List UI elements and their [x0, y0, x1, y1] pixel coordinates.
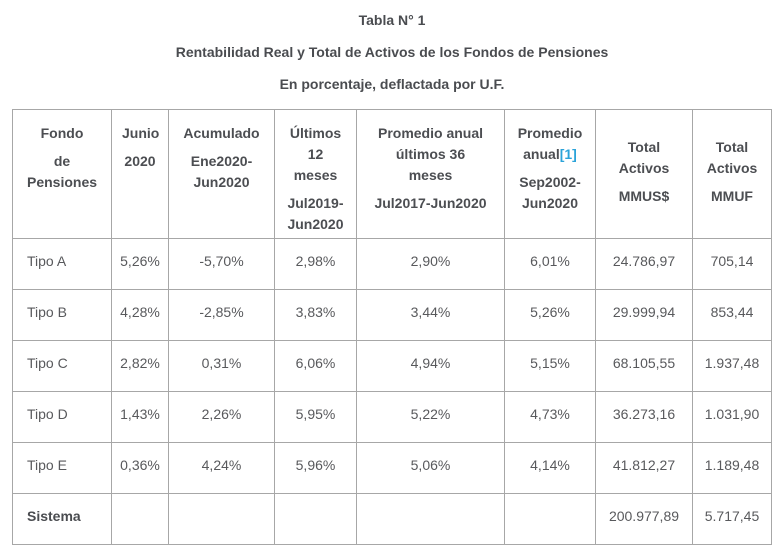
col-header-total-activos-mmus: Total Activos MMUS$ [595, 109, 693, 239]
value-cell: 5,26% [111, 238, 169, 290]
value-cell: 2,82% [111, 340, 169, 392]
value-cell: 2,90% [356, 238, 505, 290]
col-header-fondo-de-pensiones: Fondo de Pensiones [12, 109, 112, 239]
value-cell: 68.105,55 [595, 340, 693, 392]
value-cell [111, 493, 169, 545]
col-header-ultimos-12-meses: Últimos 12 meses Jul2019-Jun2020 [274, 109, 357, 239]
value-cell: 3,83% [274, 289, 357, 341]
fund-type-cell: Tipo C [12, 340, 112, 392]
value-cell: 0,36% [111, 442, 169, 494]
value-cell: 6,06% [274, 340, 357, 392]
value-cell: 5,15% [504, 340, 596, 392]
value-cell: 1.937,48 [692, 340, 772, 392]
fund-type-cell: Tipo E [12, 442, 112, 494]
value-cell: 5,96% [274, 442, 357, 494]
value-cell: 0,31% [168, 340, 275, 392]
value-cell: 4,24% [168, 442, 275, 494]
header-row: Fondo de Pensiones Junio 2020 Acumulado … [12, 109, 772, 239]
fund-type-cell: Tipo D [12, 391, 112, 443]
value-cell: 5,22% [356, 391, 505, 443]
value-cell: 705,14 [692, 238, 772, 290]
value-cell: 5,06% [356, 442, 505, 494]
pension-funds-table: Fondo de Pensiones Junio 2020 Acumulado … [12, 109, 772, 545]
table-row-tipo-e: Tipo E 0,36% 4,24% 5,96% 5,06% 4,14% 41.… [12, 442, 772, 494]
value-cell: 1,43% [111, 391, 169, 443]
header-period: Sep2002-Jun2020 [519, 174, 581, 211]
value-cell: 41.812,27 [595, 442, 693, 494]
value-cell: 5,95% [274, 391, 357, 443]
table-row-tipo-a: Tipo A 5,26% -5,70% 2,98% 2,90% 6,01% 24… [12, 238, 772, 290]
table-number-title: Tabla N° 1 [358, 12, 426, 28]
value-cell: 4,94% [356, 340, 505, 392]
table-subtitle: En porcentaje, deflactada por U.F. [279, 76, 505, 92]
footnote-1-link[interactable]: [1] [559, 146, 577, 162]
col-header-total-activos-mmuf: Total Activos MMUF [692, 109, 772, 239]
header-period: Ene2020-Jun2020 [190, 153, 253, 190]
fund-type-cell: Sistema [12, 493, 112, 545]
table-row-tipo-b: Tipo B 4,28% -2,85% 3,83% 3,44% 5,26% 29… [12, 289, 772, 341]
value-cell: 4,14% [504, 442, 596, 494]
header-period: MMUF [711, 188, 753, 204]
value-cell: 4,28% [111, 289, 169, 341]
col-header-promedio-anual-historico: Promedio anual[1] Sep2002-Jun2020 [504, 109, 596, 239]
value-cell: 29.999,94 [595, 289, 693, 341]
value-cell: 6,01% [504, 238, 596, 290]
value-cell: 24.786,97 [595, 238, 693, 290]
value-cell [274, 493, 357, 545]
header-period: de Pensiones [26, 153, 98, 190]
header-period: 2020 [124, 153, 156, 169]
value-cell: 853,44 [692, 289, 772, 341]
col-header-acumulado: Acumulado Ene2020-Jun2020 [168, 109, 275, 239]
table-row-sistema: Sistema 200.977,89 5.717,45 [12, 493, 772, 545]
header-title: Junio [122, 125, 160, 141]
value-cell: 36.273,16 [595, 391, 693, 443]
header-period: MMUS$ [618, 188, 670, 204]
value-cell [504, 493, 596, 545]
value-cell: 3,44% [356, 289, 505, 341]
fund-type-cell: Tipo A [12, 238, 112, 290]
header-title: Promedio anual[1] [517, 125, 583, 162]
value-cell: 5,26% [504, 289, 596, 341]
value-cell: 1.031,90 [692, 391, 772, 443]
value-cell: 1.189,48 [692, 442, 772, 494]
value-cell: -2,85% [168, 289, 275, 341]
value-cell: 5.717,45 [692, 493, 772, 545]
header-title: Últimos 12 meses [289, 125, 342, 183]
value-cell: 200.977,89 [595, 493, 693, 545]
header-title: Promedio anual últimos 36 meses [377, 125, 484, 183]
col-header-junio-2020: Junio 2020 [111, 109, 169, 239]
value-cell: 2,26% [168, 391, 275, 443]
table-main-title: Rentabilidad Real y Total de Activos de … [175, 44, 609, 60]
value-cell [168, 493, 275, 545]
header-title: Acumulado [183, 125, 260, 141]
header-period: Jul2017-Jun2020 [374, 195, 487, 211]
header-title: Total Activos [706, 139, 758, 176]
table-row-tipo-d: Tipo D 1,43% 2,26% 5,95% 5,22% 4,73% 36.… [12, 391, 772, 443]
header-title: Total Activos [618, 139, 670, 176]
header-period: Jul2019-Jun2020 [287, 195, 344, 232]
value-cell: -5,70% [168, 238, 275, 290]
col-header-promedio-anual-36-meses: Promedio anual últimos 36 meses Jul2017-… [356, 109, 505, 239]
fund-type-cell: Tipo B [12, 289, 112, 341]
table-row-tipo-c: Tipo C 2,82% 0,31% 6,06% 4,94% 5,15% 68.… [12, 340, 772, 392]
value-cell [356, 493, 505, 545]
header-title: Fondo [40, 125, 84, 141]
value-cell: 2,98% [274, 238, 357, 290]
value-cell: 4,73% [504, 391, 596, 443]
